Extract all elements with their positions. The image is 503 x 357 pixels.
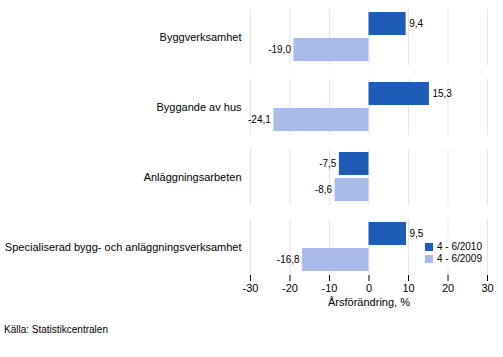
- svg-text:-7,5: -7,5: [319, 158, 337, 169]
- svg-text:-20: -20: [282, 282, 298, 294]
- svg-text:Byggande av hus: Byggande av hus: [156, 101, 242, 113]
- html-text:4 - 6/2009: 4 - 6/2009: [437, 253, 482, 264]
- svg-text:30: 30: [481, 282, 493, 294]
- svg-text:-30: -30: [243, 282, 259, 294]
- svg-text:-19,0: -19,0: [268, 44, 291, 55]
- svg-text:-10: -10: [322, 282, 338, 294]
- svg-text:Byggverksamhet: Byggverksamhet: [160, 31, 242, 43]
- html-text:Källa: Statistikcentralen: Källa: Statistikcentralen: [4, 324, 108, 335]
- svg-text:Anläggningsarbeten: Anläggningsarbeten: [144, 171, 242, 183]
- svg-text:0: 0: [366, 282, 372, 294]
- svg-text:-24,1: -24,1: [248, 114, 271, 125]
- html-text:4 - 6/2010: 4 - 6/2010: [437, 241, 482, 252]
- svg-text:9,5: 9,5: [409, 228, 424, 240]
- svg-text:20: 20: [442, 282, 454, 294]
- svg-text:15,3: 15,3: [432, 88, 452, 99]
- svg-text:9,4: 9,4: [409, 18, 423, 29]
- svg-text:10: 10: [402, 282, 414, 294]
- svg-text:Årsförändring, %: Årsförändring, %: [328, 296, 410, 308]
- svg-text:-8,6: -8,6: [315, 184, 333, 195]
- svg-text:Specialiserad bygg- och anlägg: Specialiserad bygg- och anläggningsverks…: [5, 241, 242, 253]
- svg-text:-16,8: -16,8: [277, 254, 300, 265]
